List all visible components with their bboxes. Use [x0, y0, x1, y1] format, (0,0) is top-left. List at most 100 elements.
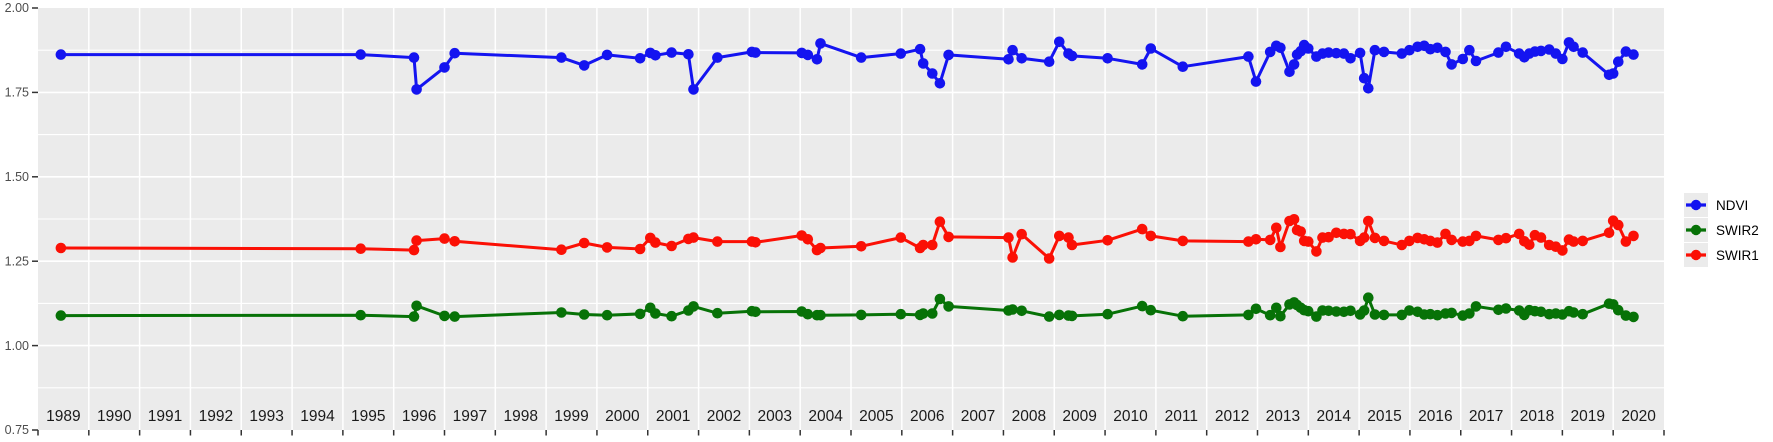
data-point-swir2[interactable]: [1275, 310, 1286, 322]
data-point-swir1[interactable]: [1369, 232, 1381, 244]
data-point-swir1[interactable]: [634, 243, 646, 255]
data-point-ndvi[interactable]: [1136, 59, 1148, 70]
data-point-swir1[interactable]: [1432, 237, 1443, 248]
data-point-swir2[interactable]: [666, 310, 677, 322]
data-point-swir2[interactable]: [1250, 303, 1262, 315]
data-point-ndvi[interactable]: [556, 52, 567, 63]
data-point-swir1[interactable]: [55, 242, 67, 254]
data-point-swir1[interactable]: [1177, 235, 1189, 247]
data-point-ndvi[interactable]: [943, 49, 954, 61]
data-point-ndvi[interactable]: [1577, 47, 1588, 58]
data-point-swir2[interactable]: [449, 311, 461, 322]
data-point-swir1[interactable]: [1275, 241, 1286, 253]
data-point-swir1[interactable]: [1628, 230, 1639, 242]
data-point-swir1[interactable]: [855, 241, 867, 252]
data-point-swir2[interactable]: [1432, 309, 1443, 321]
data-point-ndvi[interactable]: [449, 47, 461, 59]
data-point-ndvi[interactable]: [1345, 53, 1356, 64]
data-point-swir1[interactable]: [1620, 236, 1632, 247]
data-point-ndvi[interactable]: [895, 48, 907, 59]
data-point-ndvi[interactable]: [1535, 45, 1547, 57]
data-point-swir2[interactable]: [1102, 308, 1113, 320]
data-point-ndvi[interactable]: [712, 52, 723, 63]
data-point-swir1[interactable]: [1358, 232, 1370, 243]
data-point-swir1[interactable]: [1568, 236, 1579, 247]
data-point-swir1[interactable]: [578, 237, 590, 249]
data-point-swir2[interactable]: [634, 308, 646, 320]
data-point-swir2[interactable]: [712, 307, 723, 319]
data-point-swir1[interactable]: [917, 239, 929, 251]
data-point-swir1[interactable]: [1136, 223, 1148, 235]
data-point-ndvi[interactable]: [1243, 51, 1254, 62]
data-point-ndvi[interactable]: [750, 47, 761, 58]
data-point-ndvi[interactable]: [439, 62, 450, 73]
data-point-swir1[interactable]: [1311, 246, 1322, 257]
data-point-swir2[interactable]: [1500, 303, 1512, 314]
data-point-ndvi[interactable]: [1354, 47, 1366, 59]
data-point-ndvi[interactable]: [1016, 53, 1027, 64]
data-point-swir2[interactable]: [650, 308, 661, 319]
data-point-swir1[interactable]: [1513, 228, 1525, 240]
data-point-ndvi[interactable]: [1358, 72, 1370, 84]
data-point-ndvi[interactable]: [802, 49, 814, 61]
data-point-swir1[interactable]: [1007, 252, 1018, 263]
data-point-swir1[interactable]: [943, 231, 954, 243]
data-point-swir1[interactable]: [712, 236, 723, 247]
data-point-swir2[interactable]: [1464, 308, 1475, 319]
data-point-ndvi[interactable]: [1446, 59, 1457, 70]
data-point-swir1[interactable]: [1577, 235, 1588, 247]
data-point-ndvi[interactable]: [1493, 47, 1504, 58]
data-point-swir2[interactable]: [1577, 308, 1588, 320]
data-point-ndvi[interactable]: [1007, 44, 1018, 56]
data-point-swir2[interactable]: [355, 309, 367, 321]
data-point-swir2[interactable]: [895, 308, 907, 320]
data-point-swir2[interactable]: [1331, 306, 1342, 317]
data-point-swir1[interactable]: [750, 237, 761, 248]
data-point-ndvi[interactable]: [1054, 36, 1065, 48]
data-point-swir1[interactable]: [1603, 227, 1615, 239]
data-point-swir1[interactable]: [1500, 232, 1512, 244]
data-point-swir2[interactable]: [943, 301, 954, 312]
data-point-ndvi[interactable]: [1331, 47, 1342, 59]
data-point-swir1[interactable]: [1102, 235, 1113, 246]
data-point-ndvi[interactable]: [55, 49, 67, 60]
data-point-ndvi[interactable]: [634, 53, 646, 64]
data-point-swir1[interactable]: [1003, 232, 1014, 243]
data-point-swir2[interactable]: [1369, 309, 1381, 320]
data-point-ndvi[interactable]: [1557, 53, 1568, 65]
data-point-swir2[interactable]: [601, 309, 613, 321]
data-point-swir2[interactable]: [1568, 307, 1579, 318]
data-point-swir1[interactable]: [895, 232, 907, 243]
data-point-ndvi[interactable]: [1464, 44, 1475, 56]
data-point-swir1[interactable]: [1016, 228, 1027, 240]
data-point-swir1[interactable]: [688, 232, 699, 243]
data-point-ndvi[interactable]: [578, 60, 590, 71]
data-point-ndvi[interactable]: [1378, 46, 1390, 58]
data-point-swir1[interactable]: [411, 235, 422, 246]
data-point-ndvi[interactable]: [1628, 49, 1639, 60]
data-point-swir2[interactable]: [815, 309, 826, 321]
data-point-ndvi[interactable]: [1003, 54, 1014, 65]
data-point-ndvi[interactable]: [683, 49, 694, 60]
data-point-ndvi[interactable]: [1607, 68, 1619, 79]
data-point-swir2[interactable]: [1054, 309, 1065, 321]
data-point-swir1[interactable]: [1264, 234, 1276, 246]
data-point-ndvi[interactable]: [1568, 41, 1579, 53]
data-point-swir1[interactable]: [1288, 214, 1300, 225]
data-point-swir1[interactable]: [1404, 235, 1415, 247]
data-point-swir1[interactable]: [1363, 215, 1374, 227]
data-point-swir1[interactable]: [408, 244, 420, 256]
data-point-swir1[interactable]: [650, 237, 661, 248]
data-point-swir1[interactable]: [1535, 232, 1547, 243]
data-point-swir1[interactable]: [1271, 222, 1282, 234]
data-point-swir1[interactable]: [927, 239, 938, 251]
data-point-swir2[interactable]: [1043, 311, 1055, 322]
data-point-swir2[interactable]: [1446, 307, 1457, 319]
data-point-swir2[interactable]: [578, 309, 590, 320]
data-point-swir2[interactable]: [411, 300, 422, 312]
data-point-swir2[interactable]: [1271, 302, 1282, 314]
data-point-swir2[interactable]: [1535, 306, 1547, 318]
data-point-ndvi[interactable]: [1145, 43, 1157, 54]
data-point-swir1[interactable]: [601, 242, 613, 253]
data-point-swir1[interactable]: [1446, 234, 1457, 246]
